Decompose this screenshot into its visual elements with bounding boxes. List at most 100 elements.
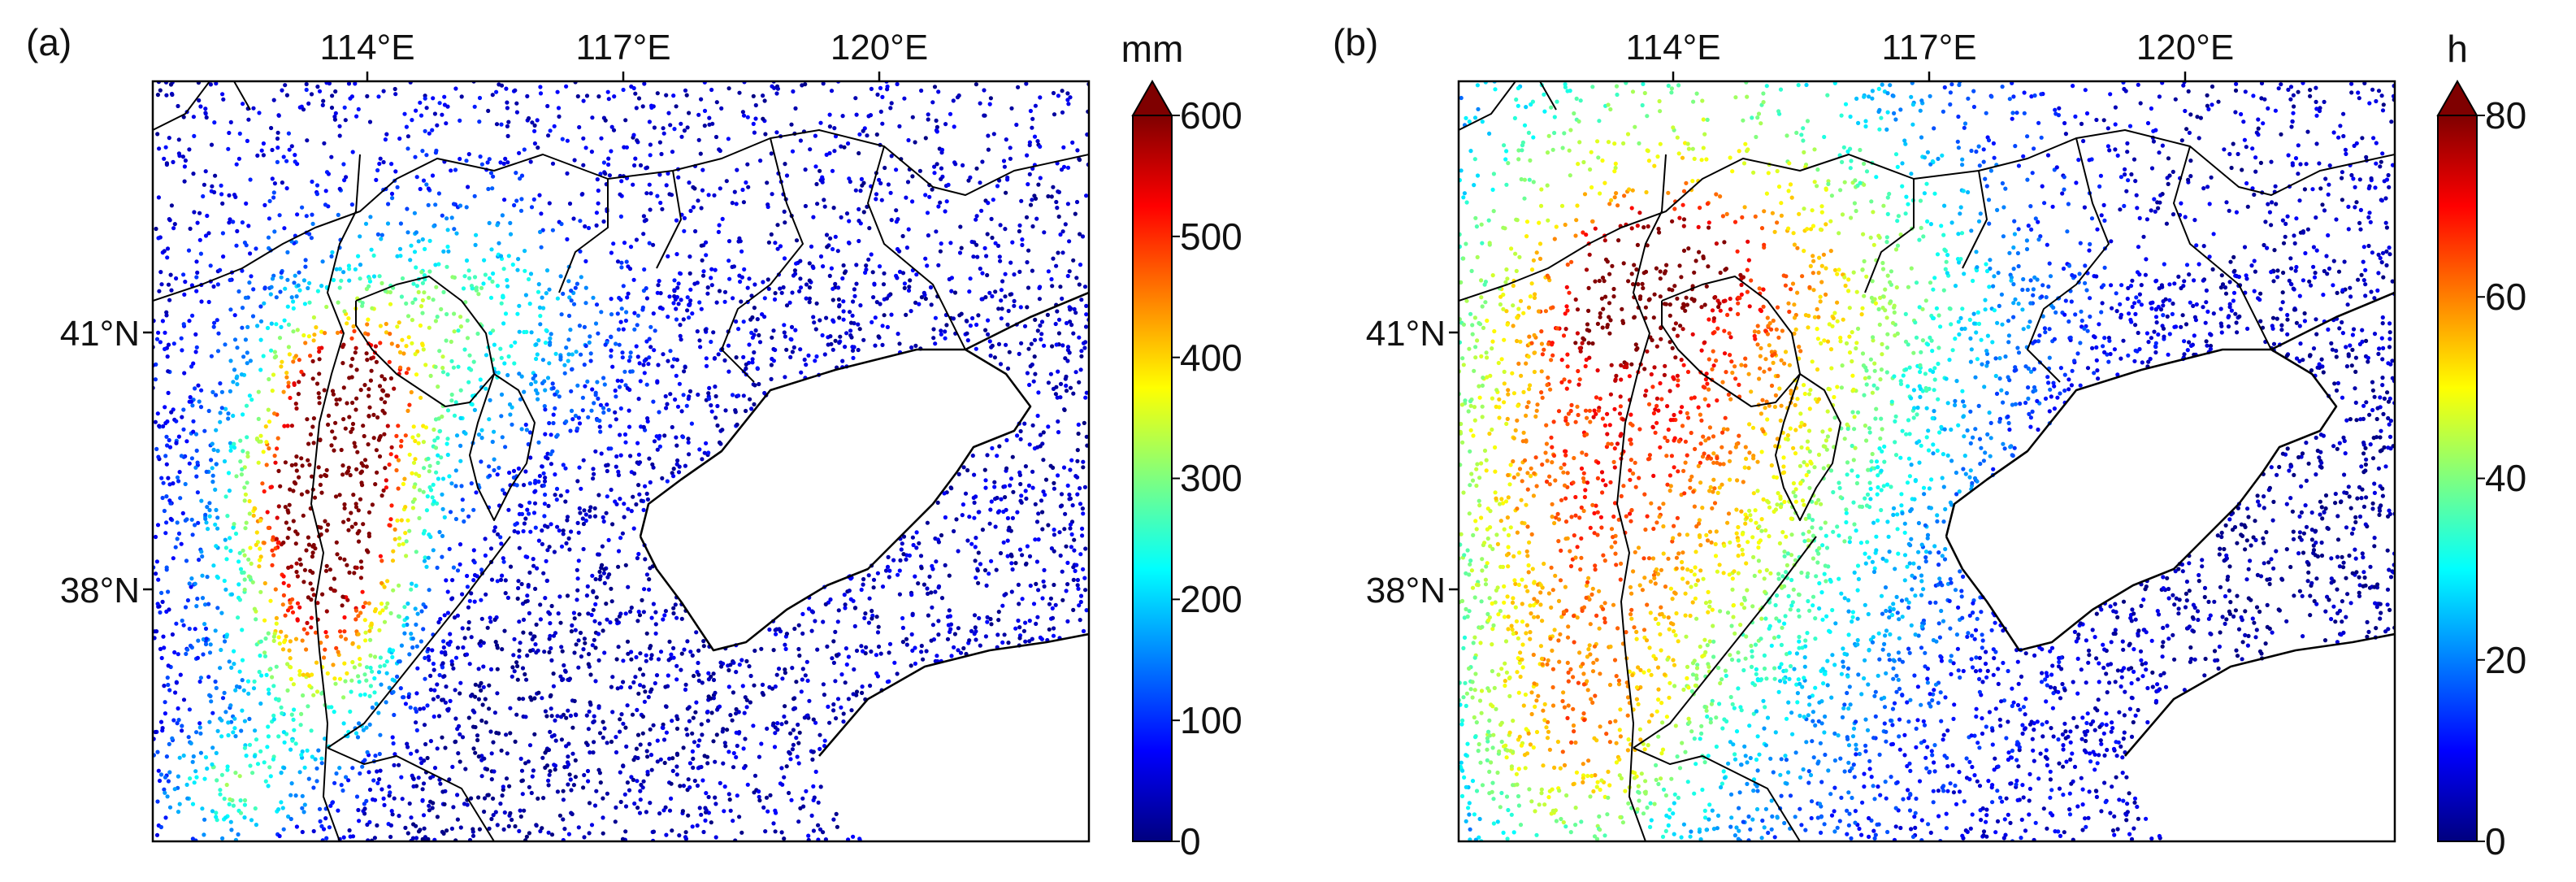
- station-point: [306, 285, 310, 291]
- station-point: [575, 576, 580, 581]
- station-point: [914, 530, 919, 535]
- station-point: [1068, 319, 1073, 324]
- station-point: [1034, 216, 1039, 221]
- station-point: [194, 604, 199, 609]
- station-point: [410, 637, 415, 641]
- station-point: [193, 465, 198, 470]
- station-point: [246, 557, 251, 562]
- station-point: [784, 632, 790, 637]
- station-point: [384, 330, 389, 335]
- station-point: [432, 224, 436, 228]
- station-point: [649, 687, 654, 692]
- station-point: [247, 498, 252, 504]
- station-point: [871, 585, 876, 590]
- station-point: [300, 638, 305, 643]
- station-point: [593, 679, 598, 684]
- station-point: [268, 484, 273, 490]
- station-point: [231, 413, 236, 419]
- station-point: [250, 771, 255, 776]
- station-point: [449, 168, 453, 173]
- station-point: [765, 809, 770, 814]
- station-point: [379, 558, 384, 563]
- station-point: [411, 784, 416, 789]
- station-point: [540, 528, 544, 533]
- station-point: [458, 825, 463, 830]
- station-point: [357, 721, 362, 726]
- station-point: [943, 336, 948, 341]
- station-point: [520, 666, 526, 671]
- station-point: [248, 763, 253, 768]
- station-point: [602, 726, 607, 731]
- station-point: [659, 151, 664, 157]
- station-point: [1046, 269, 1051, 274]
- station-point: [982, 245, 987, 250]
- station-point: [356, 674, 361, 679]
- station-point: [283, 613, 288, 618]
- station-point: [239, 372, 245, 377]
- station-point: [337, 676, 343, 681]
- station-point: [692, 778, 697, 784]
- station-point: [473, 750, 478, 755]
- station-point: [788, 757, 793, 762]
- station-point: [447, 777, 452, 782]
- station-point: [952, 124, 956, 129]
- station-point: [358, 693, 363, 697]
- station-point: [225, 764, 230, 769]
- station-point: [411, 460, 417, 465]
- station-point: [549, 522, 553, 527]
- station-point: [396, 659, 401, 664]
- station-point: [783, 671, 788, 676]
- station-point: [433, 319, 439, 324]
- station-point: [469, 481, 474, 486]
- station-point: [193, 769, 198, 774]
- station-point: [264, 672, 269, 678]
- station-point: [1053, 392, 1058, 397]
- station-point: [668, 392, 673, 397]
- station-point: [522, 808, 527, 813]
- station-point: [547, 545, 552, 550]
- station-point: [310, 474, 314, 479]
- station-point: [165, 255, 170, 260]
- station-point: [616, 549, 622, 554]
- station-point: [189, 364, 194, 369]
- station-point: [332, 117, 337, 122]
- station-point: [455, 568, 461, 573]
- station-point: [318, 437, 323, 443]
- station-point: [773, 241, 778, 245]
- station-point: [372, 676, 377, 681]
- station-point: [696, 392, 700, 398]
- station-point: [989, 499, 994, 504]
- station-point: [167, 770, 172, 775]
- station-point: [650, 462, 655, 467]
- station-point: [155, 749, 160, 754]
- station-point: [194, 474, 199, 479]
- station-point: [163, 454, 168, 458]
- station-point: [528, 455, 533, 460]
- station-point: [461, 286, 466, 291]
- station-point: [476, 667, 481, 671]
- station-point: [837, 315, 842, 320]
- station-point: [832, 149, 837, 154]
- station-point: [398, 365, 403, 370]
- station-point: [204, 637, 209, 641]
- station-point: [464, 258, 470, 263]
- station-point: [336, 808, 340, 813]
- station-point: [456, 364, 461, 369]
- station-point: [544, 714, 549, 719]
- station-point: [213, 628, 218, 633]
- station-point: [618, 536, 623, 541]
- station-point: [948, 111, 953, 116]
- station-point: [909, 632, 914, 637]
- station-point: [211, 324, 216, 329]
- station-point: [576, 825, 581, 830]
- station-point: [834, 716, 839, 721]
- station-point: [447, 474, 452, 479]
- station-point: [355, 450, 360, 454]
- station-point: [853, 96, 858, 101]
- station-point: [218, 792, 223, 797]
- station-point: [374, 359, 379, 364]
- station-point: [231, 219, 236, 224]
- station-point: [961, 163, 965, 167]
- station-point: [490, 279, 495, 284]
- station-point: [598, 780, 603, 785]
